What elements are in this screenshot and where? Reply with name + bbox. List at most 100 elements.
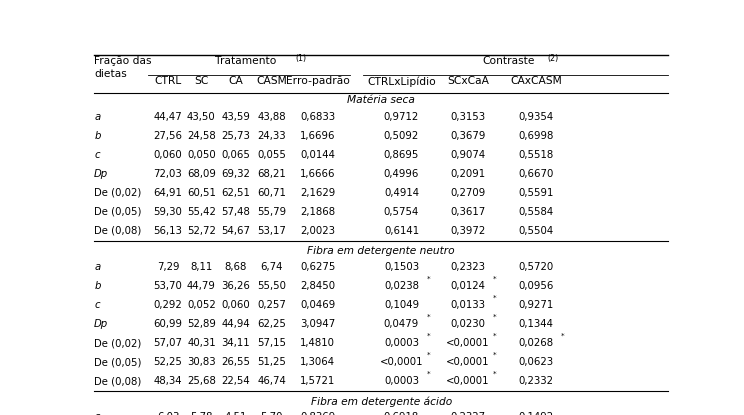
Text: *: * (426, 276, 430, 282)
Text: CTRL: CTRL (154, 76, 182, 86)
Text: 0,8369: 0,8369 (301, 413, 336, 415)
Text: 51,25: 51,25 (257, 357, 286, 367)
Text: 0,060: 0,060 (153, 150, 182, 160)
Text: 0,5584: 0,5584 (519, 207, 554, 217)
Text: 0,2323: 0,2323 (450, 262, 485, 272)
Text: 0,3679: 0,3679 (450, 131, 486, 141)
Text: 3,0947: 3,0947 (301, 319, 336, 329)
Text: 6,03: 6,03 (157, 413, 179, 415)
Text: 2,1629: 2,1629 (301, 188, 336, 198)
Text: *: * (493, 352, 496, 358)
Text: 62,51: 62,51 (222, 188, 251, 198)
Text: 0,292: 0,292 (153, 300, 182, 310)
Text: 52,89: 52,89 (187, 319, 216, 329)
Text: 1,6696: 1,6696 (300, 131, 336, 141)
Text: 0,5720: 0,5720 (519, 262, 554, 272)
Text: 68,21: 68,21 (257, 169, 286, 179)
Text: 64,91: 64,91 (153, 188, 182, 198)
Text: 0,0144: 0,0144 (301, 150, 336, 160)
Text: 62,25: 62,25 (257, 319, 286, 329)
Text: 0,5518: 0,5518 (519, 150, 554, 160)
Text: 44,79: 44,79 (187, 281, 216, 291)
Text: 0,6833: 0,6833 (301, 112, 336, 122)
Text: 52,72: 52,72 (187, 226, 216, 236)
Text: 57,48: 57,48 (222, 207, 251, 217)
Text: *: * (493, 295, 496, 300)
Text: 0,6141: 0,6141 (384, 226, 419, 236)
Text: 0,9712: 0,9712 (384, 112, 419, 122)
Text: 60,51: 60,51 (187, 188, 216, 198)
Text: CAxCASM: CAxCASM (510, 76, 562, 86)
Text: 0,6918: 0,6918 (384, 413, 419, 415)
Text: 68,09: 68,09 (187, 169, 216, 179)
Text: *: * (426, 333, 430, 339)
Text: 57,07: 57,07 (153, 338, 182, 348)
Text: Fração das
dietas: Fração das dietas (94, 56, 152, 79)
Text: 60,99: 60,99 (153, 319, 182, 329)
Text: 25,73: 25,73 (222, 131, 251, 141)
Text: *: * (493, 314, 496, 320)
Text: 57,15: 57,15 (257, 338, 286, 348)
Text: 52,25: 52,25 (153, 357, 182, 367)
Text: 0,6670: 0,6670 (518, 169, 554, 179)
Text: 0,0230: 0,0230 (450, 319, 485, 329)
Text: 7,29: 7,29 (157, 262, 179, 272)
Text: a: a (94, 112, 100, 122)
Text: De (0,08): De (0,08) (94, 226, 141, 236)
Text: 46,74: 46,74 (257, 376, 286, 386)
Text: 0,3972: 0,3972 (450, 226, 485, 236)
Text: c: c (94, 150, 100, 160)
Text: 24,33: 24,33 (257, 131, 286, 141)
Text: 27,56: 27,56 (153, 131, 182, 141)
Text: 0,0268: 0,0268 (519, 338, 554, 348)
Text: 0,0124: 0,0124 (450, 281, 485, 291)
Text: 69,32: 69,32 (222, 169, 251, 179)
Text: De (0,05): De (0,05) (94, 357, 141, 367)
Text: 2,8450: 2,8450 (301, 281, 336, 291)
Text: 0,0956: 0,0956 (518, 281, 554, 291)
Text: 0,6275: 0,6275 (300, 262, 336, 272)
Text: Contraste: Contraste (482, 56, 534, 66)
Text: *: * (426, 371, 430, 377)
Text: 0,9074: 0,9074 (450, 150, 485, 160)
Text: 34,11: 34,11 (222, 338, 250, 348)
Text: a: a (94, 262, 100, 272)
Text: *: * (493, 276, 496, 282)
Text: 0,4914: 0,4914 (384, 188, 419, 198)
Text: 1,3064: 1,3064 (301, 357, 336, 367)
Text: Erro-padrão: Erro-padrão (286, 76, 350, 86)
Text: 0,2709: 0,2709 (450, 188, 485, 198)
Text: a: a (94, 413, 100, 415)
Text: 55,79: 55,79 (257, 207, 286, 217)
Text: *: * (493, 333, 496, 339)
Text: 2,0023: 2,0023 (301, 226, 336, 236)
Text: 48,34: 48,34 (154, 376, 182, 386)
Text: De (0,02): De (0,02) (94, 338, 141, 348)
Text: Tratamento: Tratamento (215, 56, 277, 66)
Text: 44,47: 44,47 (153, 112, 182, 122)
Text: 0,065: 0,065 (222, 150, 251, 160)
Text: 43,50: 43,50 (187, 112, 216, 122)
Text: 0,257: 0,257 (257, 300, 286, 310)
Text: 24,58: 24,58 (187, 131, 216, 141)
Text: 55,42: 55,42 (187, 207, 216, 217)
Text: 0,8695: 0,8695 (384, 150, 419, 160)
Text: 0,050: 0,050 (187, 150, 216, 160)
Text: 5,78: 5,78 (190, 413, 213, 415)
Text: 0,9354: 0,9354 (519, 112, 554, 122)
Text: 60,71: 60,71 (257, 188, 286, 198)
Text: *: * (426, 314, 430, 320)
Text: <0,0001: <0,0001 (446, 357, 490, 367)
Text: 1,6666: 1,6666 (300, 169, 336, 179)
Text: 44,94: 44,94 (222, 319, 251, 329)
Text: 22,54: 22,54 (222, 376, 251, 386)
Text: *: * (426, 352, 430, 358)
Text: 0,4996: 0,4996 (384, 169, 419, 179)
Text: Matéria seca: Matéria seca (347, 95, 415, 105)
Text: 0,5754: 0,5754 (384, 207, 419, 217)
Text: 6,74: 6,74 (260, 262, 283, 272)
Text: De (0,08): De (0,08) (94, 376, 141, 386)
Text: 8,11: 8,11 (190, 262, 213, 272)
Text: 0,5504: 0,5504 (519, 226, 554, 236)
Text: 56,13: 56,13 (153, 226, 182, 236)
